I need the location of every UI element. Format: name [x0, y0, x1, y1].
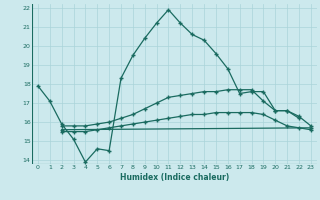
- X-axis label: Humidex (Indice chaleur): Humidex (Indice chaleur): [120, 173, 229, 182]
